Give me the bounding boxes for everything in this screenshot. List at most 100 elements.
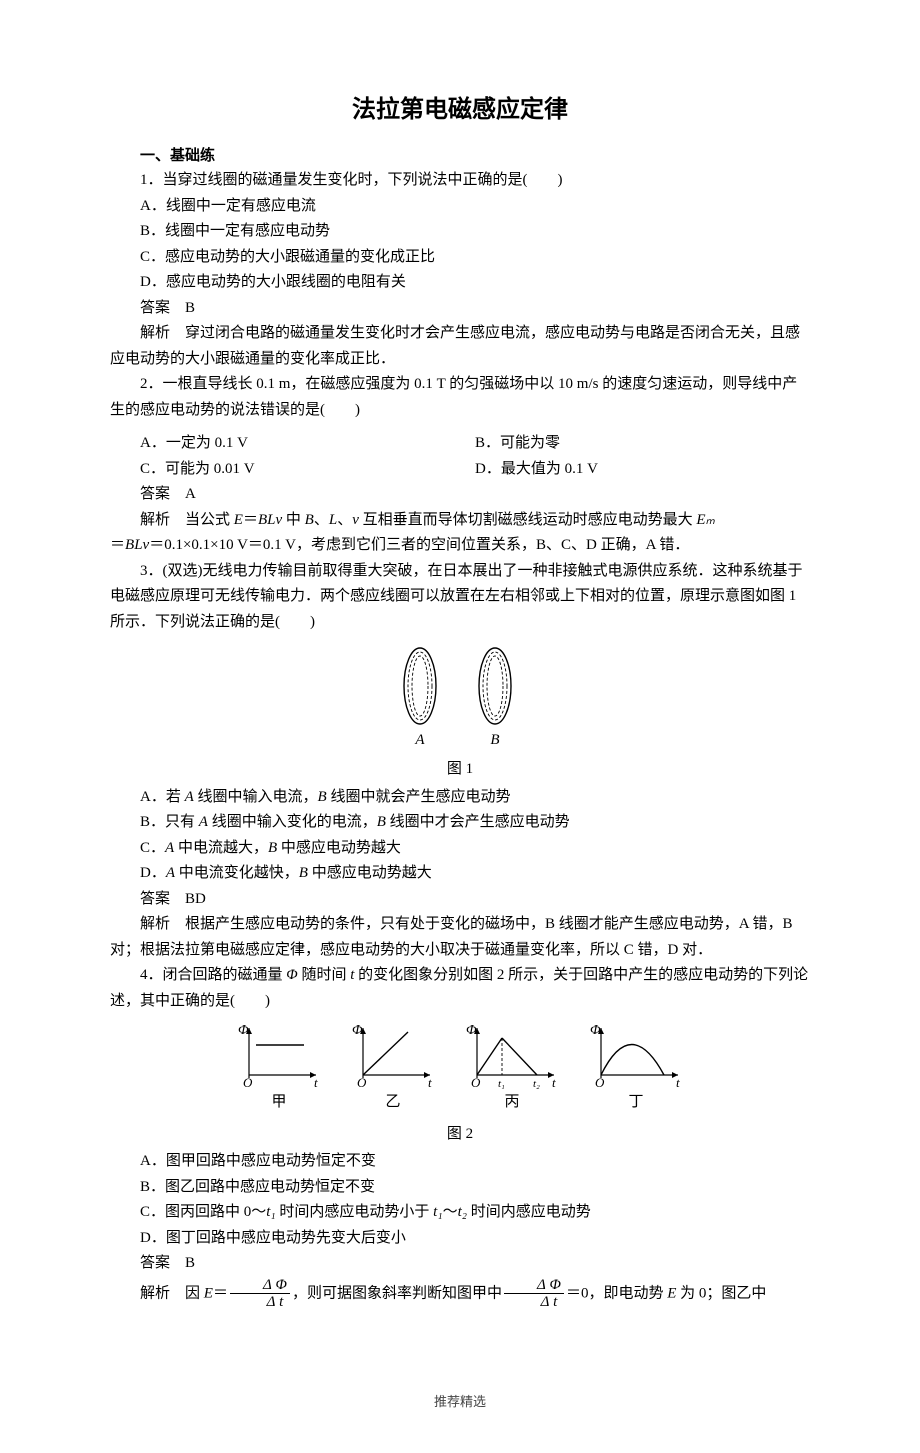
q3-explanation: 解析 根据产生感应电动势的条件，只有处于变化的磁场中，B 线圈才能产生感应电动势… [110,912,810,963]
q3-stem: 3．(双选)无线电力传输目前取得重大突破，在日本展出了一种非接触式电源供应系统．… [110,559,810,636]
sym-b-coil4: B [299,865,308,881]
figure-1-caption: 图 1 [110,757,810,783]
figure-1-label-b: B [490,732,499,748]
q1-stem: 1．当穿过线圈的磁通量发生变化时，下列说法中正确的是( ) [110,168,810,194]
svg-text:O: O [595,1075,605,1090]
sym-em: Eₘ [696,512,715,528]
sym-b-coil2: B [377,814,386,830]
page-title: 法拉第电磁感应定律 [110,90,810,131]
q4-opt-b: B．图乙回路中感应电动势恒定不变 [110,1175,810,1201]
q3-opt-d: D．A 中电流变化越快，B 中感应电动势越大 [110,861,810,887]
q4-opt-c: C．图丙回路中 0～t₁ 时间内感应电动势小于 t₁～t₂ 时间内感应电动势 [110,1200,810,1226]
q2-opt-b: B．可能为零 [475,431,810,457]
svg-text:t₁: t₁ [498,1078,505,1090]
q2-opt-d: D．最大值为 0.1 V [475,457,810,483]
q4-stem-mid: 随时间 [298,967,351,983]
svg-text:Φ: Φ [238,1023,249,1038]
sym-b-coil: B [318,789,327,805]
figure-1-svg: A B [370,641,550,751]
figure-2-panel-a: Φ O t 甲 [234,1020,324,1116]
figure-2: Φ O t 甲 Φ O t 乙 [110,1020,810,1116]
q3-a-mid: 线圈中输入电流， [194,789,318,805]
q2-opt-c: C．可能为 0.01 V [140,457,475,483]
svg-text:O: O [471,1075,481,1090]
q3-opt-b: B．只有 A 线圈中输入变化的电流，B 线圈中才会产生感应电动势 [110,810,810,836]
figure-2-label-a: 甲 [234,1090,324,1116]
figure-2-caption: 图 2 [110,1122,810,1148]
sym-e: E [234,512,243,528]
q4-opt-a: A．图甲回路中感应电动势恒定不变 [110,1149,810,1175]
q4-stem: 4．闭合回路的磁通量 Φ 随时间 t 的变化图象分别如图 2 所示，关于回路中产… [110,963,810,1014]
sym-e2: E [204,1285,213,1301]
sym-a-coil2: A [199,814,208,830]
q4-exp-mid: ，则可据图象斜率判断知图甲中 [292,1285,502,1301]
q4-stem-pre: 4．闭合回路的磁通量 [140,967,286,983]
q2-explanation-line2: ＝BLv＝0.1×0.1×10 V＝0.1 V，考虑到它们三者的空间位置关系，B… [110,533,810,559]
q1-opt-b: B．线圈中一定有感应电动势 [110,219,810,245]
q4-c-mid2: ～ [443,1204,458,1220]
q2-opt-a: A．一定为 0.1 V [140,431,475,457]
q3-a-pre: A．若 [140,789,185,805]
section-heading: 一、基础练 [140,143,810,169]
figure-1-label-a: A [414,732,425,748]
q3-answer: 答案 BD [110,887,810,913]
q2-explanation: 解析 当公式 E＝BLv 中 B、L、v 互相垂直而导体切割磁感线运动时感应电动… [110,508,810,534]
svg-text:O: O [357,1075,367,1090]
q3-b-pre: B．只有 [140,814,199,830]
q4-exp-tail: 为 0；图乙中 [676,1285,766,1301]
sym-b3: B [125,537,134,553]
q2-stem: 2．一根直导线长 0.1 m，在磁感应强度为 0.1 T 的匀强磁场中以 10 … [110,372,810,423]
q4-explanation: 解析 因 E＝Δ ΦΔ t，则可据图象斜率判断知图甲中Δ ΦΔ t＝0，即电动势… [110,1277,810,1311]
sym-v2: v [352,512,359,528]
q1-opt-c: C．感应电动势的大小跟磁通量的变化成正比 [110,245,810,271]
q2-exp-mid1: 中 [282,512,305,528]
q3-d-tail: 中感应电动势越大 [308,865,432,881]
sym-t1b: t₁ [433,1204,442,1220]
q4-c-pre: C．图丙回路中 0～ [140,1204,266,1220]
figure-2-label-b: 乙 [348,1090,438,1116]
q1-opt-d: D．感应电动势的大小跟线圈的电阻有关 [110,270,810,296]
svg-text:t₂: t₂ [533,1078,540,1090]
sym-b2: B [305,512,314,528]
sym-l3: L [134,537,142,553]
sym-e3: E [667,1285,676,1301]
svg-text:t: t [314,1075,318,1090]
figure-2-panel-b: Φ O t 乙 [348,1020,438,1116]
q3-opt-a: A．若 A 线圈中输入电流，B 线圈中就会产生感应电动势 [110,785,810,811]
svg-text:O: O [243,1075,253,1090]
figure-2-panel-d: Φ O t 丁 [586,1020,686,1116]
q3-b-mid: 线圈中输入变化的电流， [208,814,377,830]
svg-text:t: t [428,1075,432,1090]
svg-text:Φ: Φ [590,1023,601,1038]
q2-options-row1: A．一定为 0.1 V B．可能为零 [140,431,810,457]
sym-b-coil3: B [268,840,277,856]
sym-t2: t₂ [458,1204,467,1220]
q3-c-tail: 中感应电动势越大 [277,840,401,856]
q3-a-tail: 线圈中就会产生感应电动势 [327,789,511,805]
sym-b: B [258,512,267,528]
sym-a-coil: A [185,789,194,805]
q1-answer: 答案 B [110,296,810,322]
svg-text:Φ: Φ [352,1023,363,1038]
sym-t1: t₁ [266,1204,275,1220]
svg-text:t: t [552,1075,556,1090]
figure-2-panel-c: Φ O t₁ t₂ t 丙 [462,1020,562,1116]
q2-exp-pre: 解析 当公式 [140,512,234,528]
q1-opt-a: A．线圈中一定有感应电流 [110,194,810,220]
svg-text:t: t [676,1075,680,1090]
sym-l2: L [329,512,337,528]
fraction-1: Δ ΦΔ t [230,1277,290,1311]
q3-opt-c: C．A 中电流越大，B 中感应电动势越大 [110,836,810,862]
q4-exp-pre: 解析 因 [140,1285,204,1301]
q4-c-tail: 时间内感应电动势 [467,1204,591,1220]
figure-2-label-d: 丁 [586,1090,686,1116]
q2-exp-tail: ＝0.1×0.1×10 V＝0.1 V，考虑到它们三者的空间位置关系，B、C、D… [149,537,689,553]
sym-a-coil3: A [165,840,174,856]
svg-text:Φ: Φ [466,1023,477,1038]
figure-1: A B [110,641,810,751]
sym-phi: Φ [286,967,297,983]
sym-a-coil4: A [166,865,175,881]
q2-answer: 答案 A [110,482,810,508]
fraction-2: Δ ΦΔ t [504,1277,564,1311]
q4-opt-d: D．图丁回路中感应电动势先变大后变小 [110,1226,810,1252]
